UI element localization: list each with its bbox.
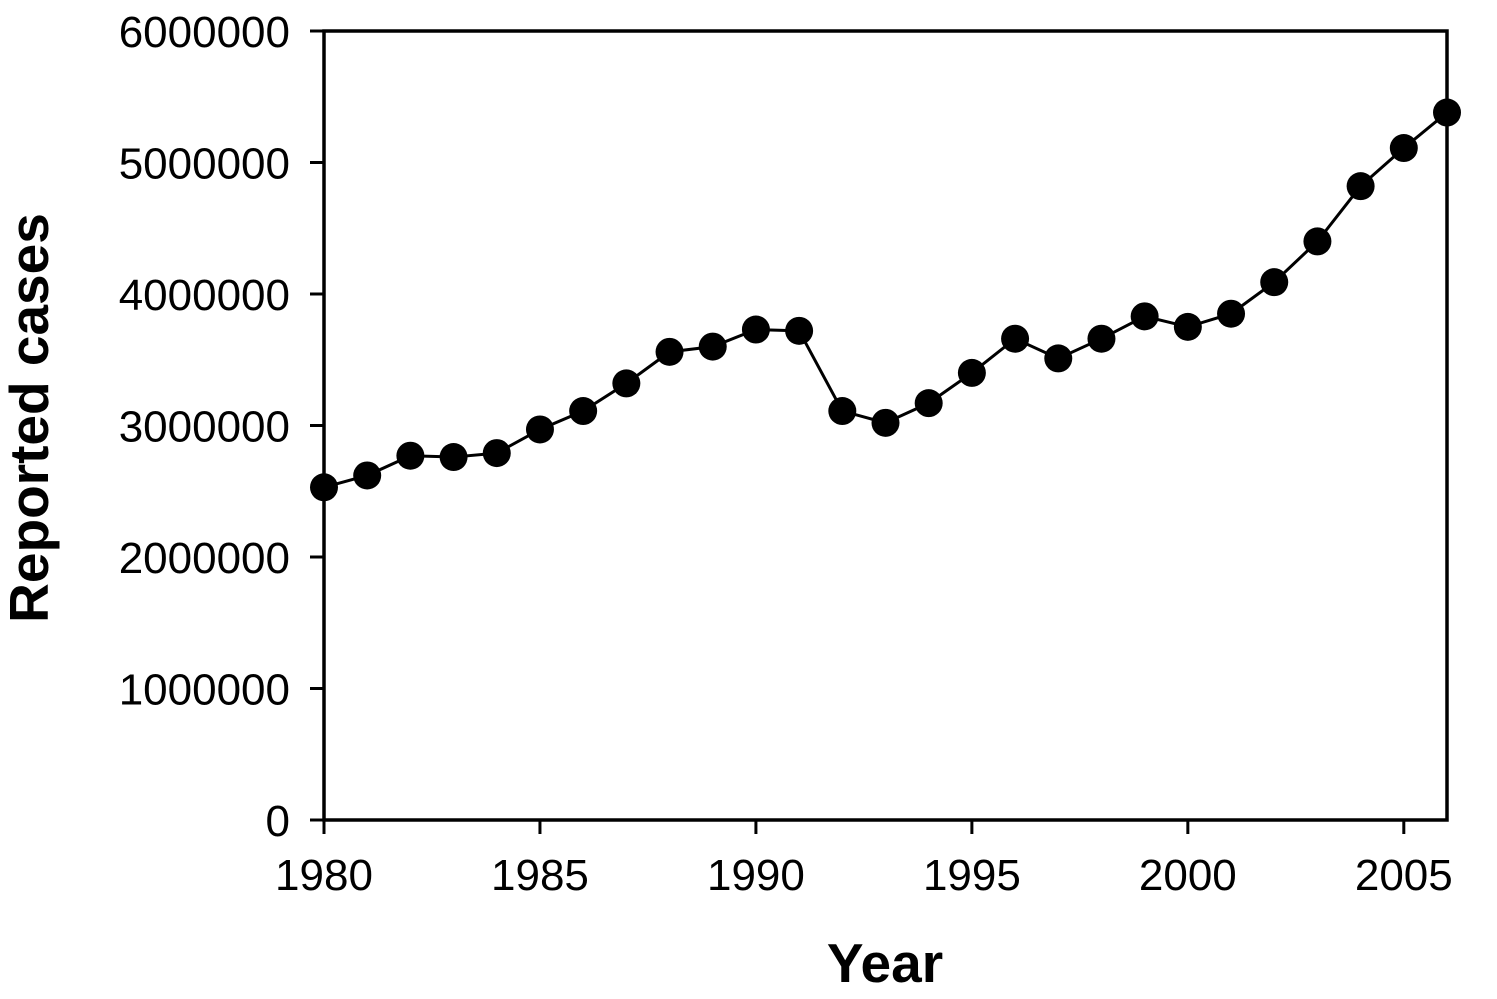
data-point-1980 (310, 473, 338, 502)
data-point-1991 (785, 316, 814, 345)
data-point-2003 (1303, 227, 1332, 256)
y-axis-title: Reported cases (0, 213, 60, 623)
data-point-2004 (1346, 172, 1375, 201)
y-tick-label: 5000000 (119, 140, 290, 189)
data-point-1982 (396, 441, 425, 470)
data-point-1998 (1087, 324, 1116, 353)
y-tick-label: 0 (266, 797, 290, 846)
plot-layer: 0 1000000 2000000 3000000 4000000 5000000 6000… (119, 8, 1461, 900)
data-point-1984 (482, 439, 511, 468)
data-point-1997 (1044, 344, 1073, 373)
data-point-1999 (1130, 302, 1159, 331)
data-point-2006 (1433, 98, 1461, 127)
data-point-1990 (741, 315, 770, 344)
data-point-2002 (1260, 268, 1289, 297)
data-point-1995 (957, 358, 986, 387)
data-point-1981 (353, 461, 382, 490)
data-point-1994 (914, 389, 943, 418)
data-point-1986 (569, 397, 598, 426)
data-point-1987 (612, 369, 641, 398)
data-point-2000 (1173, 312, 1202, 341)
x-tick-label: 2000 (1139, 851, 1237, 900)
y-tick-label: 2000000 (119, 534, 290, 583)
data-point-2005 (1389, 134, 1418, 163)
data-point-1988 (655, 337, 684, 366)
data-point-1996 (1001, 324, 1030, 353)
x-tick-label: 2005 (1355, 851, 1453, 900)
y-tick-label: 6000000 (119, 8, 290, 57)
y-tick-label: 3000000 (119, 403, 290, 452)
y-tick-label: 4000000 (119, 271, 290, 320)
x-tick-label: 1990 (707, 851, 805, 900)
x-tick-label: 1995 (923, 851, 1021, 900)
data-point-2001 (1217, 299, 1246, 328)
data-point-1983 (439, 443, 468, 472)
data-point-1985 (525, 415, 554, 444)
x-tick-label: 1980 (275, 851, 373, 900)
x-axis-title: Year (827, 932, 943, 994)
y-tick-label: 1000000 (119, 666, 290, 715)
data-point-1992 (828, 397, 857, 426)
data-point-1993 (871, 408, 900, 437)
x-tick-label: 1985 (491, 851, 589, 900)
data-point-1989 (698, 332, 727, 361)
